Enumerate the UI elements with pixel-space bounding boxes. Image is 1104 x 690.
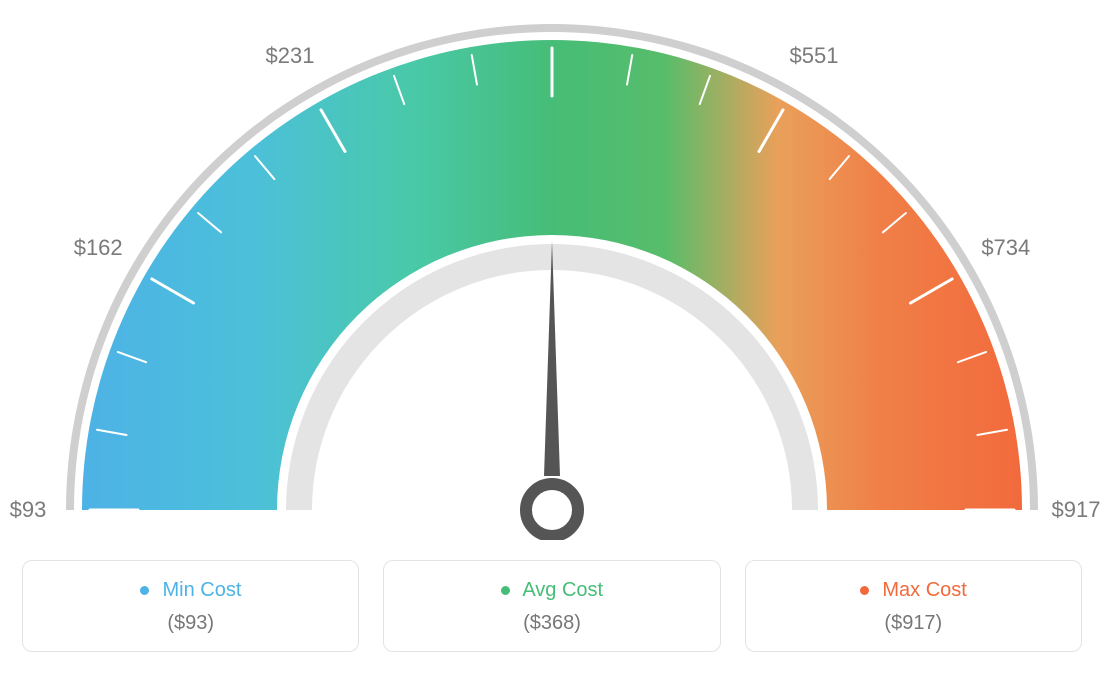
legend-title: Min Cost [33, 579, 348, 602]
legend-dot-icon [140, 586, 149, 595]
legend-dot-icon [860, 586, 869, 595]
gauge-tick-label: $93 [10, 497, 47, 523]
gauge-tick-label: $917 [1052, 497, 1101, 523]
gauge-tick-label: $734 [981, 235, 1030, 261]
legend-row: Min Cost ($93) Avg Cost ($368) Max Cost … [22, 560, 1082, 652]
legend-label: Max Cost [882, 579, 966, 601]
gauge-tick-label: $231 [266, 43, 315, 69]
legend-card: Avg Cost ($368) [383, 560, 720, 652]
legend-value: ($368) [394, 612, 709, 635]
needle-hub [526, 484, 578, 536]
legend-title: Max Cost [756, 579, 1071, 602]
gauge-tick-label: $162 [74, 235, 123, 261]
gauge-svg [22, 20, 1082, 540]
legend-title: Avg Cost [394, 579, 709, 602]
legend-value: ($93) [33, 612, 348, 635]
cost-gauge: $93$162$231$368$551$734$917 [22, 20, 1082, 540]
legend-label: Min Cost [162, 579, 241, 601]
legend-dot-icon [501, 586, 510, 595]
gauge-needle [544, 241, 560, 476]
legend-label: Avg Cost [522, 579, 603, 601]
legend-card: Max Cost ($917) [745, 560, 1082, 652]
legend-card: Min Cost ($93) [22, 560, 359, 652]
legend-value: ($917) [756, 612, 1071, 635]
gauge-tick-label: $551 [790, 43, 839, 69]
